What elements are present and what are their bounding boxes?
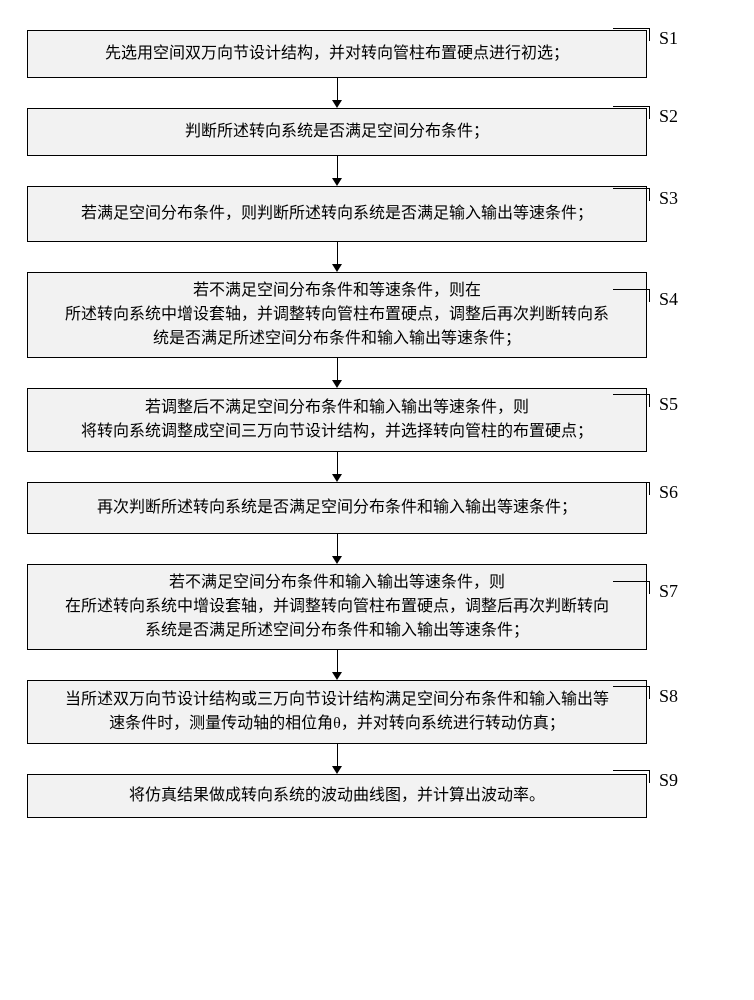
step-label-s5: S5 [657, 394, 678, 415]
step-label-text-s7: S7 [657, 581, 678, 601]
arrow-head-icon [332, 766, 342, 774]
label-connector-s3 [613, 188, 650, 201]
arrow-s5 [27, 452, 647, 482]
step-text-s3: 若满足空间分布条件，则判断所述转向系统是否满足输入输出等速条件； [81, 202, 593, 226]
arrow-s3 [27, 242, 647, 272]
arrow-line-icon [337, 78, 338, 100]
label-connector-s4 [613, 289, 650, 302]
arrow-line-icon [337, 156, 338, 178]
label-connector-s6 [613, 482, 650, 495]
arrow-head-icon [332, 672, 342, 680]
label-connector-s9 [613, 770, 650, 783]
step-box-s4: 若不满足空间分布条件和等速条件，则在 所述转向系统中增设套轴，并调整转向管柱布置… [27, 272, 647, 358]
arrow-s6 [27, 534, 647, 564]
step-label-text-s4: S4 [657, 289, 678, 309]
arrow-head-icon [332, 556, 342, 564]
step-text-s1: 先选用空间双万向节设计结构，并对转向管柱布置硬点进行初选； [105, 42, 569, 66]
step-label-text-s2: S2 [657, 106, 678, 126]
step-label-s9: S9 [657, 770, 678, 791]
step-text-s4: 若不满足空间分布条件和等速条件，则在 所述转向系统中增设套轴，并调整转向管柱布置… [65, 279, 609, 351]
step-row-s5: 若调整后不满足空间分布条件和输入输出等速条件，则 将转向系统调整成空间三万向节设… [27, 388, 727, 452]
arrow-line-icon [337, 650, 338, 672]
step-label-text-s1: S1 [657, 28, 678, 48]
step-label-s3: S3 [657, 188, 678, 209]
step-text-s2: 判断所述转向系统是否满足空间分布条件； [185, 120, 489, 144]
step-text-s5: 若调整后不满足空间分布条件和输入输出等速条件，则 将转向系统调整成空间三万向节设… [81, 396, 593, 444]
step-label-text-s6: S6 [657, 482, 678, 502]
step-text-s6: 再次判断所述转向系统是否满足空间分布条件和输入输出等速条件； [97, 496, 577, 520]
step-label-text-s8: S8 [657, 686, 678, 706]
arrow-s7 [27, 650, 647, 680]
step-label-s2: S2 [657, 106, 678, 127]
label-connector-s7 [613, 581, 650, 594]
arrow-s8 [27, 744, 647, 774]
step-row-s6: 再次判断所述转向系统是否满足空间分布条件和输入输出等速条件； S6 [27, 482, 727, 534]
arrow-s4 [27, 358, 647, 388]
arrow-head-icon [332, 100, 342, 108]
label-connector-s2 [613, 106, 650, 119]
step-box-s5: 若调整后不满足空间分布条件和输入输出等速条件，则 将转向系统调整成空间三万向节设… [27, 388, 647, 452]
step-box-s1: 先选用空间双万向节设计结构，并对转向管柱布置硬点进行初选； [27, 30, 647, 78]
step-label-s7: S7 [657, 581, 678, 602]
step-label-text-s9: S9 [657, 770, 678, 790]
step-label-s1: S1 [657, 28, 678, 49]
step-box-s2: 判断所述转向系统是否满足空间分布条件； [27, 108, 647, 156]
arrow-line-icon [337, 534, 338, 556]
arrow-head-icon [332, 178, 342, 186]
step-box-s8: 当所述双万向节设计结构或三万向节设计结构满足空间分布条件和输入输出等 速条件时，… [27, 680, 647, 744]
step-row-s3: 若满足空间分布条件，则判断所述转向系统是否满足输入输出等速条件； S3 [27, 186, 727, 242]
step-row-s7: 若不满足空间分布条件和输入输出等速条件，则 在所述转向系统中增设套轴，并调整转向… [27, 564, 727, 650]
label-connector-s8 [613, 686, 650, 699]
step-text-s8: 当所述双万向节设计结构或三万向节设计结构满足空间分布条件和输入输出等 速条件时，… [65, 688, 609, 736]
arrow-head-icon [332, 380, 342, 388]
flowchart-container: 先选用空间双万向节设计结构，并对转向管柱布置硬点进行初选； S1 判断所述转向系统是… [27, 30, 727, 818]
step-row-s8: 当所述双万向节设计结构或三万向节设计结构满足空间分布条件和输入输出等 速条件时，… [27, 680, 727, 744]
step-label-text-s5: S5 [657, 394, 678, 414]
arrow-s2 [27, 156, 647, 186]
step-row-s9: 将仿真结果做成转向系统的波动曲线图，并计算出波动率。S9 [27, 774, 727, 818]
label-connector-s1 [613, 28, 650, 41]
step-box-s9: 将仿真结果做成转向系统的波动曲线图，并计算出波动率。 [27, 774, 647, 818]
step-row-s2: 判断所述转向系统是否满足空间分布条件； S2 [27, 108, 727, 156]
step-box-s7: 若不满足空间分布条件和输入输出等速条件，则 在所述转向系统中增设套轴，并调整转向… [27, 564, 647, 650]
step-row-s4: 若不满足空间分布条件和等速条件，则在 所述转向系统中增设套轴，并调整转向管柱布置… [27, 272, 727, 358]
step-text-s7: 若不满足空间分布条件和输入输出等速条件，则 在所述转向系统中增设套轴，并调整转向… [65, 571, 609, 643]
arrow-line-icon [337, 452, 338, 474]
step-box-s6: 再次判断所述转向系统是否满足空间分布条件和输入输出等速条件； [27, 482, 647, 534]
step-row-s1: 先选用空间双万向节设计结构，并对转向管柱布置硬点进行初选； S1 [27, 30, 727, 78]
step-text-s9: 将仿真结果做成转向系统的波动曲线图，并计算出波动率。 [129, 784, 545, 808]
step-label-text-s3: S3 [657, 188, 678, 208]
arrow-line-icon [337, 358, 338, 380]
step-label-s6: S6 [657, 482, 678, 503]
arrow-s1 [27, 78, 647, 108]
arrow-line-icon [337, 242, 338, 264]
step-box-s3: 若满足空间分布条件，则判断所述转向系统是否满足输入输出等速条件； [27, 186, 647, 242]
step-label-s8: S8 [657, 686, 678, 707]
step-label-s4: S4 [657, 289, 678, 310]
arrow-head-icon [332, 474, 342, 482]
arrow-head-icon [332, 264, 342, 272]
arrow-line-icon [337, 744, 338, 766]
label-connector-s5 [613, 394, 650, 407]
